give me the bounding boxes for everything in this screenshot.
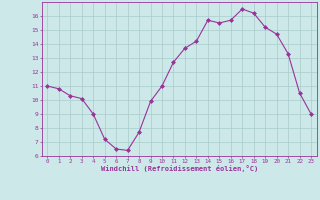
X-axis label: Windchill (Refroidissement éolien,°C): Windchill (Refroidissement éolien,°C) [100, 165, 258, 172]
